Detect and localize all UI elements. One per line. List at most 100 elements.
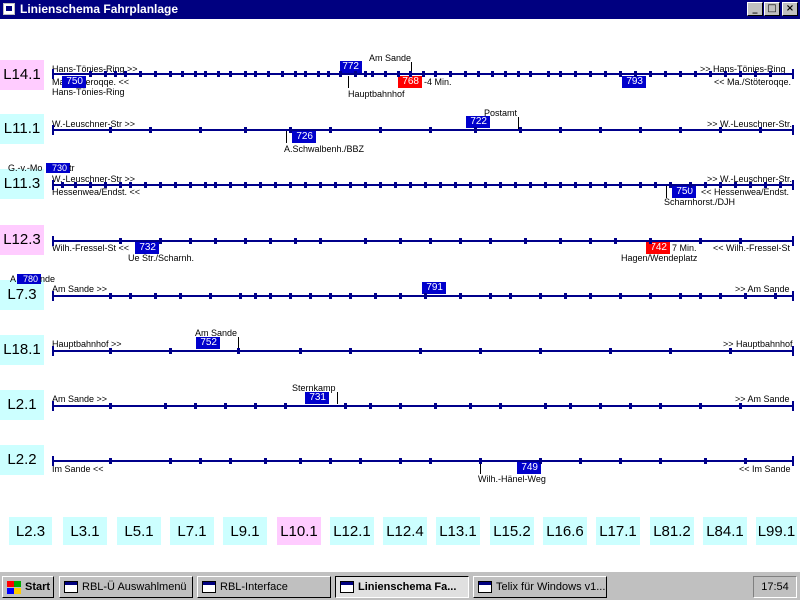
taskbar-item[interactable]: RBL-Ü Auswahlmenü	[59, 576, 193, 598]
line-button-l17-1[interactable]: L17.1	[595, 516, 641, 546]
vehicle-badge[interactable]: 791	[422, 282, 446, 294]
stop-tick	[429, 127, 432, 133]
vehicle-badge-delayed[interactable]: 768	[398, 76, 422, 88]
stop-tick	[739, 71, 742, 77]
stop-tick	[599, 403, 602, 409]
stop-tick	[52, 346, 54, 356]
stop-tick	[489, 293, 492, 299]
line-button-l12-4[interactable]: L12.4	[382, 516, 428, 546]
stop-tick	[719, 182, 722, 188]
line-button-l13-1[interactable]: L13.1	[435, 516, 481, 546]
line-button-l84-1[interactable]: L84.1	[702, 516, 748, 546]
line-button-l7-1[interactable]: L7.1	[169, 516, 215, 546]
stop-tick	[254, 293, 257, 299]
vehicle-badge[interactable]: 731	[305, 392, 329, 404]
stop-tick	[484, 182, 487, 188]
stop-tick	[614, 238, 617, 244]
stop-tick	[364, 182, 367, 188]
vehicle-badge[interactable]: 752	[196, 337, 220, 349]
line-button-l3-1[interactable]: L3.1	[62, 516, 108, 546]
vehicle-badge[interactable]: 726	[292, 131, 316, 143]
line-button-l10-1[interactable]: L10.1	[276, 516, 322, 546]
minimize-button[interactable]: _	[747, 2, 763, 16]
stop-tick	[704, 182, 707, 188]
stop-tick	[274, 182, 277, 188]
vehicle-badge[interactable]: 750	[62, 76, 86, 88]
taskbar-item-active[interactable]: Linienschema Fa...	[335, 576, 469, 598]
stop-tick	[259, 182, 262, 188]
vehicle-badge[interactable]: 772	[340, 61, 362, 73]
stop-tick	[619, 293, 622, 299]
line-button-l99-1[interactable]: L99.1	[755, 516, 798, 546]
close-button[interactable]: ×	[782, 2, 798, 16]
line-button-l7-3[interactable]: L7.3	[0, 280, 44, 310]
line-button-l2-1[interactable]: L2.1	[0, 390, 44, 420]
vehicle-badge[interactable]: 722	[466, 116, 490, 128]
stop-tick	[569, 403, 572, 409]
direction-label: Hauptbahnhof >>	[52, 339, 122, 349]
vehicle-badge[interactable]: 750	[672, 186, 696, 198]
vehicle-badge[interactable]: 793	[622, 76, 646, 88]
stop-tick	[499, 182, 502, 188]
stop-tick	[604, 182, 607, 188]
stop-tick	[144, 182, 147, 188]
line-button-l9-1[interactable]: L9.1	[222, 516, 268, 546]
vehicle-badge[interactable]: 780	[17, 274, 41, 284]
stop-tick	[649, 71, 652, 77]
stop-tick	[689, 182, 692, 188]
vehicle-badge-delayed[interactable]: 742	[646, 242, 670, 254]
stop-tick	[244, 127, 247, 133]
stop-tick	[589, 293, 592, 299]
stop-tick	[284, 403, 287, 409]
line-button-l2-3[interactable]: L2.3	[8, 516, 53, 546]
app-icon[interactable]	[3, 3, 15, 15]
stop-tick	[52, 456, 54, 466]
stop-marker	[411, 62, 412, 74]
stop-marker	[238, 337, 239, 349]
vehicle-badge[interactable]: 749	[517, 462, 541, 474]
stop-tick	[792, 401, 794, 411]
stop-tick	[469, 403, 472, 409]
taskbar-item[interactable]: RBL-Interface	[197, 576, 331, 598]
vehicle-badge[interactable]: 730	[46, 163, 70, 173]
stop-tick	[399, 403, 402, 409]
stop-tick	[704, 458, 707, 464]
stop-marker	[337, 392, 338, 404]
stop-tick	[399, 238, 402, 244]
line-button-l12-1[interactable]: L12.1	[329, 516, 375, 546]
vehicle-badge[interactable]: 732	[135, 242, 159, 254]
line-button-l2-2[interactable]: L2.2	[0, 445, 44, 475]
line-button-l15-2[interactable]: L15.2	[489, 516, 535, 546]
stop-tick	[619, 71, 622, 77]
line-button-l14-1[interactable]: L14.1	[0, 60, 44, 90]
line-button-l18-1[interactable]: L18.1	[0, 335, 44, 365]
stop-tick	[109, 348, 112, 354]
line-button-l12-3[interactable]: L12.3	[0, 225, 44, 255]
stop-tick	[129, 293, 132, 299]
stop-tick	[329, 293, 332, 299]
line-button-l16-6[interactable]: L16.6	[542, 516, 588, 546]
stop-tick	[664, 71, 667, 77]
stop-tick	[619, 458, 622, 464]
direction-label: W.-Leuschner-Str >>	[52, 174, 136, 184]
stop-tick	[344, 403, 347, 409]
stop-label-schwalbenh: A.Schwalbenh./BBZ	[284, 144, 365, 154]
stop-tick	[559, 182, 562, 188]
stop-tick	[204, 71, 207, 77]
stop-tick	[229, 71, 232, 77]
stop-tick	[792, 69, 794, 79]
stop-tick	[649, 238, 652, 244]
maximize-button[interactable]: □	[764, 2, 780, 16]
start-button[interactable]: Start	[2, 576, 54, 598]
taskbar-item[interactable]: Telix für Windows v1....	[473, 576, 607, 598]
stop-tick	[264, 458, 267, 464]
line-button-l11-3[interactable]: L11.3	[0, 169, 44, 199]
line-button-l11-1[interactable]: L11.1	[0, 114, 44, 144]
stop-tick	[604, 71, 607, 77]
line-button-l5-1[interactable]: L5.1	[116, 516, 162, 546]
track-line	[52, 350, 794, 352]
stop-tick	[52, 180, 54, 190]
stop-tick	[104, 71, 107, 77]
line-button-l81-2[interactable]: L81.2	[649, 516, 695, 546]
stop-tick	[369, 403, 372, 409]
